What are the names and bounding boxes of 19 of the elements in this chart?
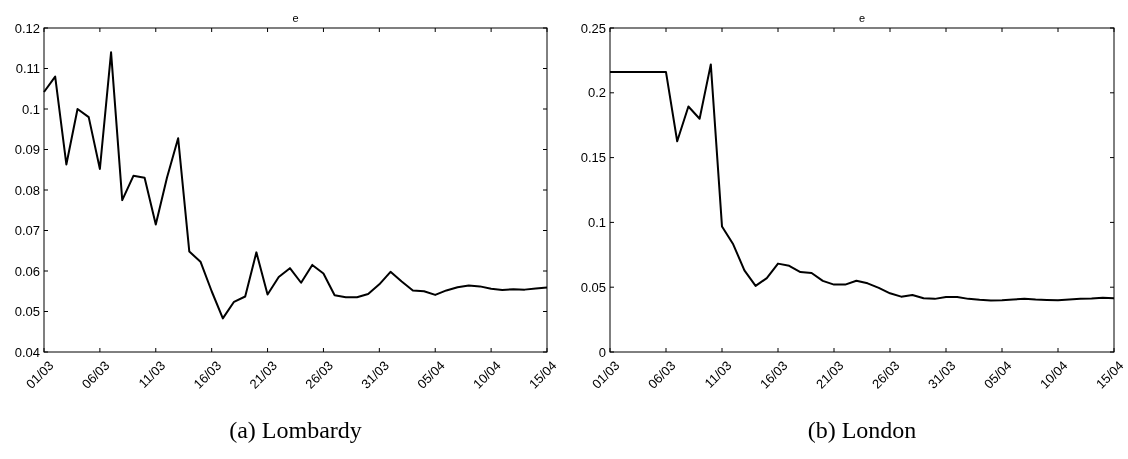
y-tick-label: 0.1 [21, 101, 40, 117]
text: (a) Lombardy [229, 417, 362, 443]
y-tick-label: 0.08 [14, 182, 40, 198]
y-tick-label: 0.12 [14, 20, 40, 36]
y-tick-label: 0.05 [14, 304, 40, 320]
chart-title: e [292, 12, 299, 24]
y-tick-label: 0.15 [580, 150, 606, 166]
y-tick-label: 0.07 [14, 223, 40, 239]
y-tick-label: 0.25 [580, 20, 606, 36]
text: (b) London [807, 417, 917, 443]
chart-title: e [858, 12, 866, 24]
y-tick-label: 0.1 [587, 214, 606, 230]
y-tick-label: 0.09 [14, 142, 40, 158]
y-tick-label: 0.06 [14, 263, 40, 279]
y-tick-label: 0.11 [15, 61, 40, 77]
y-tick-label: 0.2 [587, 85, 606, 101]
y-tick-label: 0.05 [580, 279, 606, 295]
y-tick-label: 0 [598, 344, 606, 360]
y-tick-label: 0.04 [14, 344, 40, 360]
